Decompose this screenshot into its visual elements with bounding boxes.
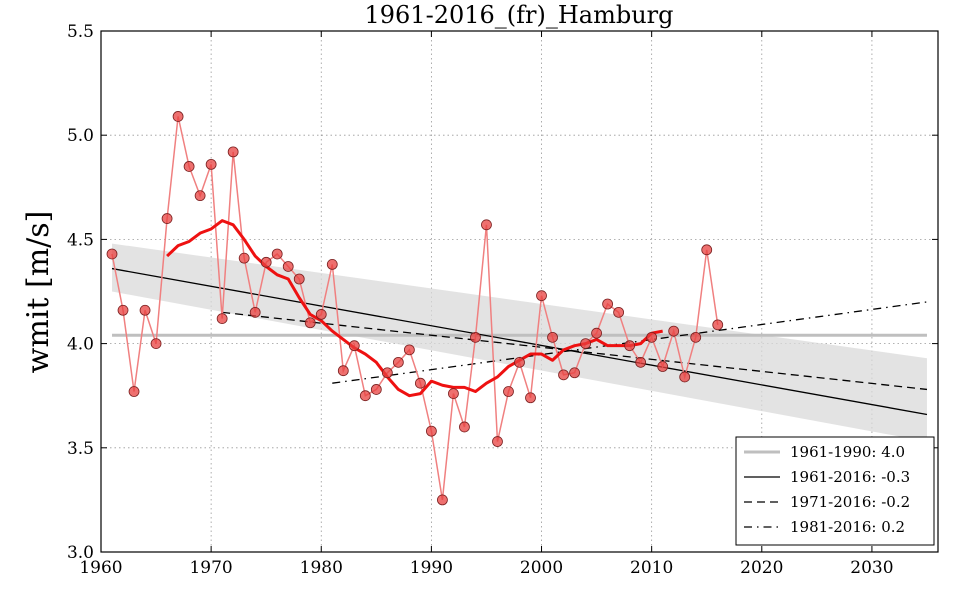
- data-point: [470, 331, 481, 343]
- data-point: [403, 344, 415, 356]
- data-point: [260, 256, 272, 268]
- data-point: [712, 319, 724, 331]
- data-point: [414, 377, 426, 389]
- data-point: [128, 386, 140, 397]
- chart-title: 1961-2016_(fr)_Hamburg: [365, 1, 674, 29]
- data-point: [326, 259, 338, 270]
- data-point: [370, 384, 382, 395]
- data-point: [205, 158, 217, 170]
- y-axis-label: wmit [m/s]: [21, 211, 56, 374]
- data-point: [425, 425, 437, 437]
- data-point: [392, 356, 404, 368]
- data-point: [492, 436, 503, 447]
- trend-line-1: [111, 267, 928, 416]
- confidence-band-area: [112, 243, 927, 442]
- data-point: [613, 306, 625, 318]
- data-point: [194, 190, 206, 202]
- x-tick-label: 1970: [189, 558, 232, 578]
- data-point: [293, 273, 305, 285]
- data-point: [525, 392, 536, 404]
- data-point: [657, 361, 669, 372]
- data-point: [161, 213, 173, 224]
- confidence-band: [112, 243, 927, 442]
- legend-label-1961-1990: 1961-1990: 4.0: [790, 443, 905, 461]
- y-tick-label: 4.0: [67, 335, 94, 355]
- data-point: [183, 161, 195, 172]
- data-point: [635, 356, 647, 368]
- data-point: [359, 390, 371, 402]
- data-point: [172, 111, 184, 122]
- data-point: [536, 290, 547, 302]
- x-tick-label: 1960: [79, 558, 122, 578]
- x-tick-label: 2030: [850, 558, 893, 578]
- data-point: [481, 219, 492, 231]
- data-point: [106, 248, 118, 260]
- data-point: [139, 304, 151, 316]
- data-point: [503, 386, 514, 397]
- data-point: [282, 261, 294, 272]
- data-point: [337, 365, 349, 377]
- data-point: [547, 331, 558, 343]
- legend-label-1971-2016: 1971-2016: -0.2: [790, 493, 910, 511]
- legend-label-1961-2016: 1961-2016: -0.3: [790, 468, 910, 486]
- x-tick-label: 2010: [630, 558, 673, 578]
- data-point: [448, 388, 459, 400]
- legend-label-1981-2016: 1981-2016: 0.2: [790, 518, 905, 536]
- data-point: [558, 369, 569, 381]
- y-tick-label: 5.0: [67, 126, 94, 146]
- y-tick-label: 3.5: [67, 439, 94, 459]
- plot-frame: [100, 30, 939, 553]
- data-point: [569, 367, 580, 379]
- data-point: [315, 309, 327, 320]
- data-point: [602, 298, 614, 310]
- data-point: [580, 338, 591, 350]
- axis-ticks: 1960 1970 1980 1990 2000 2010 2020 2030 3.0 3.5 4.…: [67, 22, 938, 578]
- data-point: [304, 317, 316, 329]
- data-point: [271, 248, 283, 260]
- data-point: [459, 421, 470, 433]
- data-point: [150, 338, 162, 350]
- y-tick-label: 5.5: [67, 22, 94, 42]
- x-tick-label: 1990: [410, 558, 453, 578]
- data-point: [216, 313, 228, 324]
- data-point: [591, 327, 602, 339]
- data-series: [106, 111, 724, 506]
- data-point: [690, 331, 702, 343]
- data-point: [679, 371, 691, 383]
- data-point: [514, 356, 525, 368]
- legend: 1961-1990: 4.0 1961-2016: -0.3 1971-2016…: [735, 436, 935, 546]
- y-tick-label: 4.5: [67, 230, 94, 250]
- x-tick-label: 1980: [300, 558, 343, 578]
- data-point: [668, 325, 680, 337]
- data-point: [117, 304, 129, 316]
- x-tick-label: 2000: [520, 558, 563, 578]
- data-point: [238, 252, 250, 264]
- trend-line-2: [222, 311, 928, 391]
- data-point: [646, 331, 658, 343]
- smoothed-series-line: [166, 219, 663, 398]
- data-point: [437, 494, 448, 506]
- data-point: [348, 340, 360, 352]
- data-point: [624, 340, 636, 352]
- data-point: [249, 306, 261, 318]
- data-point: [227, 146, 239, 158]
- y-tick-label: 3.0: [67, 543, 94, 563]
- x-tick-label: 2020: [740, 558, 783, 578]
- data-point: [701, 244, 713, 256]
- data-point: [381, 367, 393, 379]
